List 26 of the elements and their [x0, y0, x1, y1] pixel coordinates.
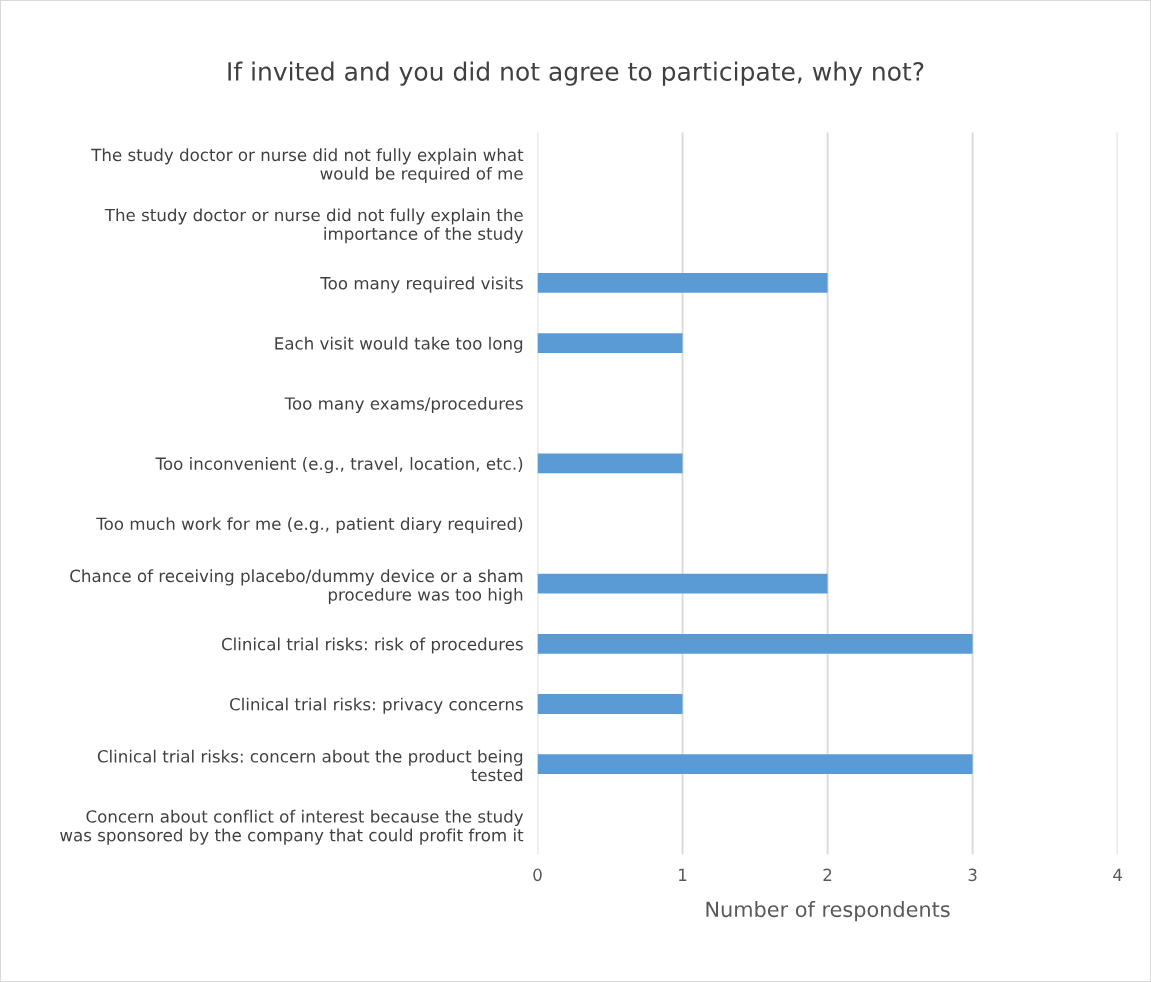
bar: [537, 573, 828, 594]
y-tick-label: Clinical trial risks: privacy concerns: [229, 697, 523, 714]
y-tick-label: Too much work for me (e.g., patient diary required): [96, 517, 523, 534]
chart-title: If invited and you did not agree to participate, why not?: [228, 61, 924, 86]
y-tick-label: Too many required visits: [320, 276, 523, 293]
y-tick-label: Each visit would take too long: [275, 336, 523, 353]
y-tick-label: Too inconvenient (e.g., travel, location, etc.): [155, 457, 523, 474]
x-tick-label: 2: [823, 868, 832, 881]
x-tick-label: 0: [533, 868, 542, 882]
bar: [537, 754, 973, 775]
x-axis-title: Number of respondents: [706, 901, 950, 922]
bar: [537, 273, 828, 293]
y-tick-label: Chance of receiving placebo/dummy device or a sham procedure was too high: [70, 569, 523, 605]
y-tick-label: Concern about conflict of interest because the study was sponsored by the company that could profit from it: [60, 809, 524, 845]
y-tick-label: Clinical trial risks: risk of procedures: [221, 637, 523, 654]
x-tick-label: 1: [679, 868, 687, 881]
bar: [537, 694, 683, 714]
x-tick-label: 4: [1113, 868, 1122, 881]
x-tick-label: 3: [968, 868, 977, 882]
bar: [537, 333, 683, 354]
bar: [537, 453, 683, 474]
y-tick-label: The study doctor or nurse did not fully explain the importance of the study: [104, 208, 524, 244]
y-tick-label: The study doctor or nurse did not fully explain what would be required of me: [91, 148, 524, 184]
y-tick-label: Too many exams/procedures: [284, 396, 523, 414]
bar: [537, 633, 973, 654]
y-tick-label: Clinical trial risks: concern about the product being tested: [97, 749, 523, 782]
